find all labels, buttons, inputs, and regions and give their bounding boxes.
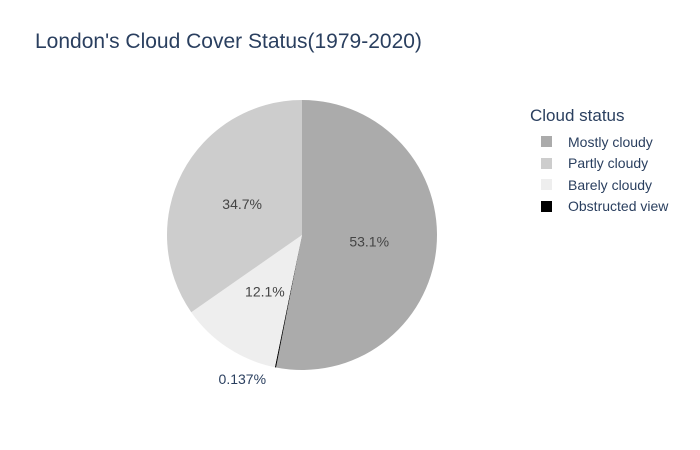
legend: Cloud status Mostly cloudy Partly cloudy B… bbox=[530, 106, 668, 217]
legend-item-partly-cloudy[interactable]: Partly cloudy bbox=[530, 153, 668, 175]
legend-label: Barely cloudy bbox=[568, 176, 653, 193]
legend-items: Mostly cloudy Partly cloudy Barely cloudy O… bbox=[530, 131, 668, 217]
legend-label: Mostly cloudy bbox=[568, 133, 653, 150]
slice-label-partly-cloudy: 34.7% bbox=[222, 196, 262, 212]
legend-item-barely-cloudy[interactable]: Barely cloudy bbox=[530, 174, 668, 196]
pie-slice-obstructed-view[interactable] bbox=[274, 235, 302, 368]
legend-label: Obstructed view bbox=[568, 198, 669, 215]
slice-label-barely-cloudy: 12.1% bbox=[245, 283, 285, 299]
slice-label-obstructed-view: 0.137% bbox=[219, 371, 266, 387]
chart-title: London's Cloud Cover Status(1979-2020) bbox=[35, 30, 422, 53]
legend-label: Partly cloudy bbox=[568, 155, 649, 172]
pie-slice-barely-cloudy[interactable] bbox=[191, 235, 302, 368]
legend-swatch bbox=[541, 157, 552, 169]
legend-swatch bbox=[541, 179, 552, 191]
slice-label-mostly-cloudy: 53.1% bbox=[349, 234, 389, 250]
legend-swatch bbox=[541, 200, 552, 212]
legend-title: Cloud status bbox=[530, 106, 625, 125]
legend-item-obstructed-view[interactable]: Obstructed view bbox=[530, 196, 668, 218]
pie-slice-partly-cloudy[interactable] bbox=[167, 100, 302, 313]
legend-item-mostly-cloudy[interactable]: Mostly cloudy bbox=[530, 131, 668, 153]
pie-slice-mostly-cloudy[interactable] bbox=[276, 100, 438, 371]
legend-swatch bbox=[541, 136, 552, 148]
